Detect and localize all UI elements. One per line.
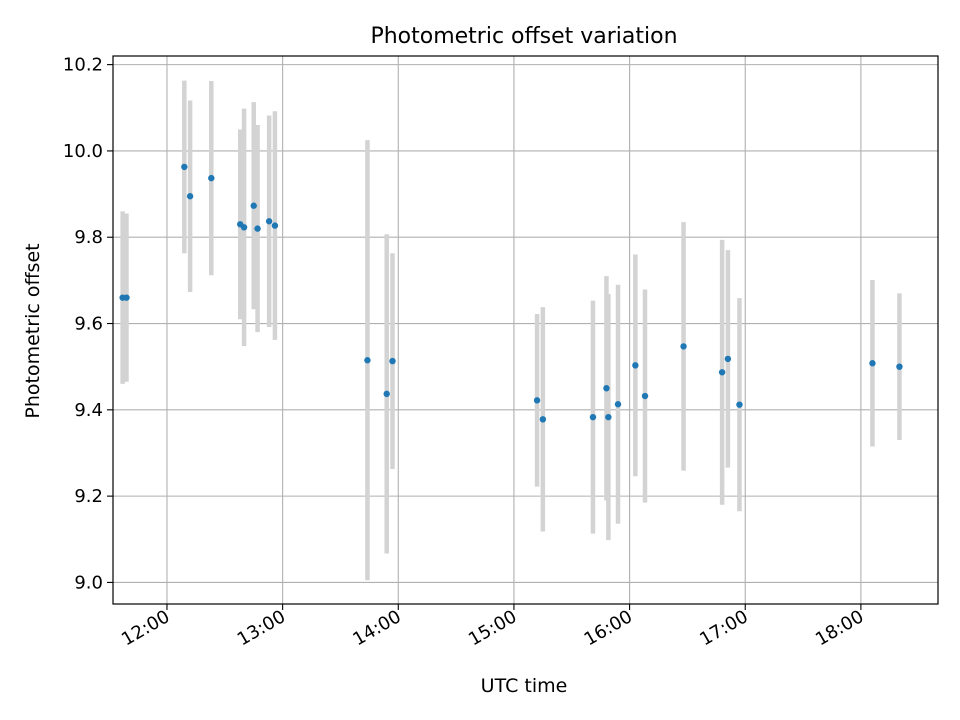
- data-point: [271, 222, 279, 229]
- y-axis-label: Photometric offset: [22, 243, 44, 418]
- y-tick-label: 9.8: [74, 227, 103, 248]
- data-point: [389, 357, 396, 365]
- chart-title: Photometric offset variation: [370, 24, 677, 49]
- data-point: [680, 343, 687, 350]
- data-point: [641, 392, 649, 400]
- data-point: [265, 218, 273, 225]
- data-point: [186, 193, 194, 200]
- data-point: [896, 363, 903, 370]
- data-point: [181, 163, 188, 171]
- y-tick-label: 10.2: [63, 55, 103, 76]
- data-point: [240, 224, 248, 231]
- data-point: [632, 362, 639, 369]
- y-tick-label: 9.4: [74, 400, 103, 421]
- x-axis-label: UTC time: [481, 675, 568, 697]
- data-point: [869, 360, 876, 367]
- error-bars: [120, 80, 902, 581]
- x-tick-label: 13:00: [234, 606, 289, 650]
- x-tick-label: 16:00: [581, 606, 636, 650]
- data-point: [254, 225, 261, 232]
- y-tick-label: 9.6: [74, 314, 103, 335]
- data-point: [539, 416, 547, 423]
- grid-lines: [113, 56, 938, 604]
- y-tick-label: 9.0: [74, 572, 103, 593]
- x-tick-label: 17:00: [696, 606, 751, 650]
- data-point: [724, 355, 732, 363]
- x-tick-label: 12:00: [118, 606, 173, 650]
- y-tick-label: 9.2: [74, 486, 103, 507]
- data-point: [383, 390, 390, 398]
- data-point: [718, 369, 726, 376]
- x-tick-label: 14:00: [349, 606, 404, 650]
- data-point: [533, 397, 541, 404]
- y-tick-label: 10.0: [63, 141, 103, 162]
- y-axis-ticks: 9.0 9.2 9.4 9.6 9.8 10.0 10.2: [63, 55, 113, 593]
- data-point: [603, 385, 610, 392]
- x-tick-label: 18:00: [812, 606, 867, 650]
- data-points: [119, 163, 903, 423]
- x-axis-ticks: 12:00 13:00 14:00 15:00 16:00 17:00 18:00: [118, 604, 867, 650]
- data-point: [123, 294, 130, 301]
- data-point: [589, 413, 597, 421]
- data-point: [736, 401, 743, 408]
- data-point: [364, 357, 371, 364]
- data-point: [614, 401, 622, 408]
- x-tick-label: 15:00: [465, 606, 520, 650]
- data-point: [208, 174, 215, 182]
- data-point: [605, 413, 612, 421]
- plot-frame: [112, 55, 939, 605]
- data-point: [250, 202, 257, 209]
